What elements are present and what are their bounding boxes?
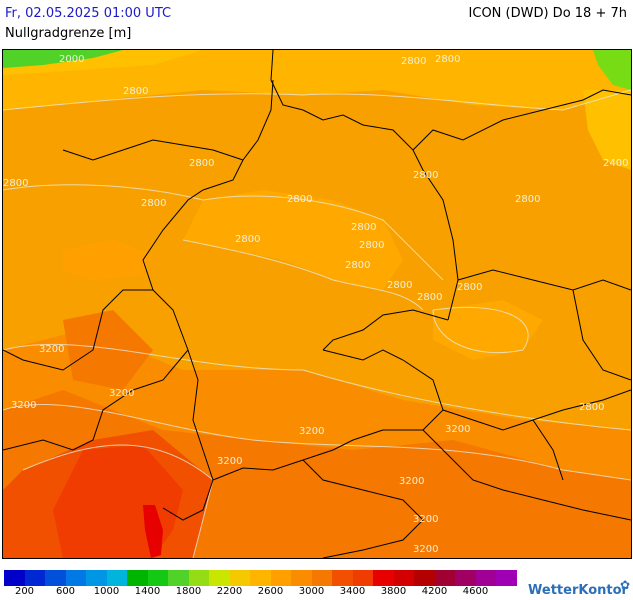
country-borders xyxy=(3,50,631,558)
legend-swatch xyxy=(455,570,476,586)
legend-tick-label: 3800 xyxy=(380,586,407,597)
contour-label: 2800 xyxy=(345,260,370,271)
contour-label: 3200 xyxy=(109,388,134,399)
legend-swatch xyxy=(393,570,415,586)
freezing-level-map[interactable]: 2800 2800 2800 2800 2800 2800 2800 2800 … xyxy=(2,49,632,559)
legend-swatch xyxy=(373,570,394,586)
contour-label: 3200 xyxy=(399,476,424,487)
contour-label: 2000 xyxy=(59,54,84,65)
contour-label: 2800 xyxy=(141,198,166,209)
contour-label: 2800 xyxy=(515,194,540,205)
legend-tick-label: 3400 xyxy=(339,586,366,597)
legend-swatch xyxy=(311,570,333,586)
legend-tick-label: 1000 xyxy=(93,586,120,597)
contour-label: 3200 xyxy=(217,456,242,467)
color-scale-legend: 200 600 1000 1400 1800 2200 2600 3000 3400 3800 42… xyxy=(4,570,517,598)
legend-swatch xyxy=(127,570,148,586)
legend-tick-label: 2600 xyxy=(257,586,284,597)
legend-tick-label: 600 xyxy=(55,586,76,597)
legend-swatch xyxy=(229,570,251,586)
legend-swatch xyxy=(86,570,107,586)
field-layer xyxy=(3,50,631,558)
brand-wordmark: WetterKontor xyxy=(528,583,628,598)
contour-label: 2800 xyxy=(123,86,148,97)
contour-label: 2800 xyxy=(579,402,604,413)
legend-tick-label: 1800 xyxy=(175,586,202,597)
isolines xyxy=(3,89,631,558)
parameter-title: Nullgradgrenze [m] xyxy=(5,26,132,41)
contour-label: 2800 xyxy=(413,170,438,181)
contour-label: 3200 xyxy=(445,424,470,435)
legend-swatch xyxy=(475,570,497,586)
contour-label: 3200 xyxy=(11,400,36,411)
contour-label: 2800 xyxy=(3,178,28,189)
legend-swatch xyxy=(270,570,292,586)
legend-tick-label: 4200 xyxy=(421,586,448,597)
legend-swatch xyxy=(332,570,353,586)
legend-swatch xyxy=(106,570,128,586)
legend-swatch xyxy=(414,570,435,586)
legend-tick-label: 1400 xyxy=(134,586,161,597)
legend-tick-label: 3000 xyxy=(298,586,325,597)
contour-label: 2800 xyxy=(457,282,482,293)
legend-swatch xyxy=(147,570,169,586)
legend-swatch xyxy=(250,570,271,586)
contour-label: 2800 xyxy=(359,240,384,251)
contour-label: 2400 xyxy=(603,158,628,169)
contour-label: 2800 xyxy=(387,280,412,291)
legend-swatch xyxy=(291,570,312,586)
contour-label: 2800 xyxy=(435,54,460,65)
legend-swatch xyxy=(24,570,46,586)
legend-swatch xyxy=(65,570,87,586)
contour-labels: 2800 2800 2800 2800 2800 2800 2800 2800 … xyxy=(3,54,628,555)
legend-swatch xyxy=(434,570,456,586)
contour-label: 2800 xyxy=(401,56,426,67)
contour-label: 3200 xyxy=(413,544,438,555)
legend-swatch xyxy=(168,570,189,586)
legend-tick-label: 2200 xyxy=(216,586,243,597)
forecast-date: Fr, 02.05.2025 01:00 UTC xyxy=(5,6,172,21)
contour-label: 2800 xyxy=(351,222,376,233)
contour-label: 2800 xyxy=(189,158,214,169)
legend-swatch xyxy=(4,570,25,586)
contour-label: 3200 xyxy=(413,514,438,525)
legend-swatch xyxy=(209,570,230,586)
contour-label: 2800 xyxy=(417,292,442,303)
wetterkontor-logo-icon: ✿ xyxy=(620,578,631,592)
model-run: ICON (DWD) Do 18 + 7h xyxy=(468,6,627,21)
legend-tick-label: 4600 xyxy=(462,586,489,597)
contour-label: 2800 xyxy=(287,194,312,205)
contour-label: 2800 xyxy=(235,234,260,245)
contour-label: 3200 xyxy=(299,426,324,437)
legend-swatch xyxy=(352,570,374,586)
legend-swatch xyxy=(188,570,210,586)
legend-tick-label: 200 xyxy=(14,586,35,597)
legend-swatch xyxy=(45,570,66,586)
legend-swatch xyxy=(496,570,517,586)
contour-label: 3200 xyxy=(39,344,64,355)
